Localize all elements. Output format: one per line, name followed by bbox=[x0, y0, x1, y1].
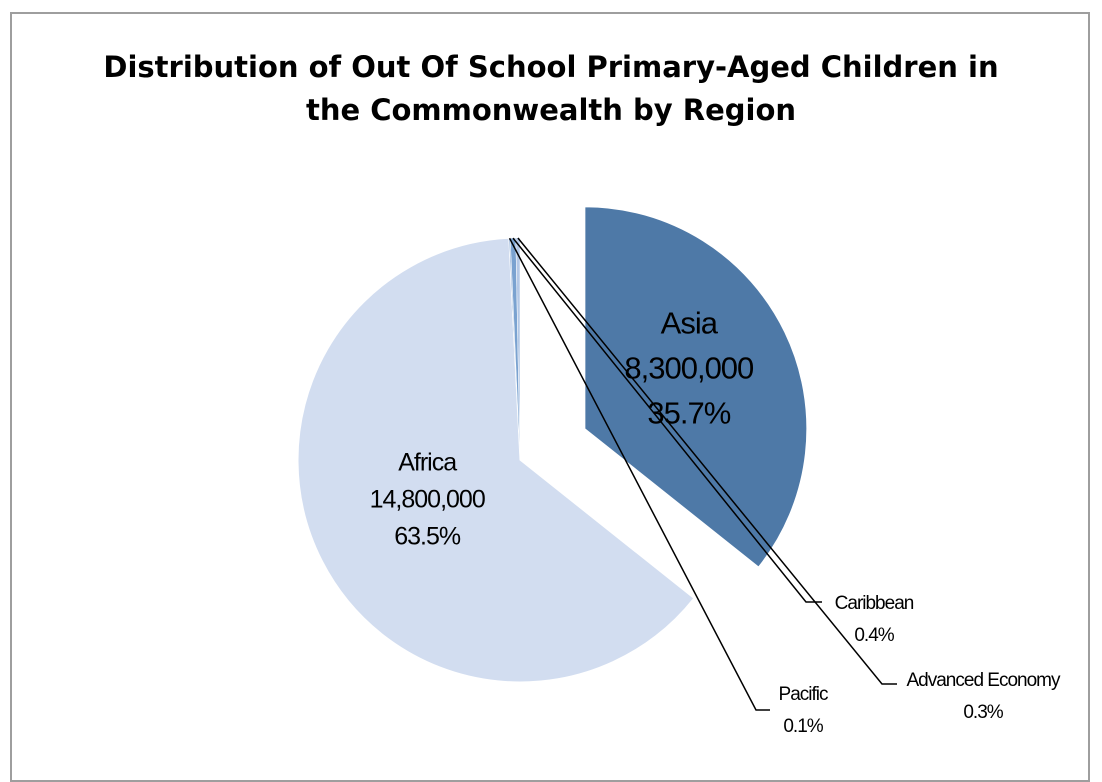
slice-label-name-africa: Africa bbox=[398, 449, 457, 477]
slice-label-value-asia: 8,300,000 bbox=[624, 351, 754, 386]
slice-label-name-advanced-economy: Advanced Economy bbox=[907, 670, 1061, 691]
leader-line-advanced-economy bbox=[517, 237, 897, 685]
leader-line-pacific bbox=[508, 237, 770, 711]
slice-label-value-africa: 14,800,000 bbox=[370, 486, 485, 514]
slice-label-percent-africa: 63.5% bbox=[394, 523, 461, 551]
slice-label-name-pacific: Pacific bbox=[779, 684, 828, 705]
chart-title: Distribution of Out Of School Primary-Ag… bbox=[103, 50, 999, 127]
slice-label-percent-pacific: 0.1% bbox=[783, 716, 823, 737]
leader-line-caribbean bbox=[512, 237, 822, 603]
slice-label-percent-caribbean: 0.4% bbox=[854, 625, 894, 646]
pie-slice-africa bbox=[297, 237, 695, 683]
pie-slice-asia bbox=[584, 206, 808, 568]
slice-label-percent-advanced-economy: 0.3% bbox=[963, 702, 1003, 723]
pie-slice-advanced-economy bbox=[515, 237, 521, 461]
slice-label-name-caribbean: Caribbean bbox=[835, 593, 914, 614]
slice-label-name-asia: Asia bbox=[661, 306, 719, 341]
